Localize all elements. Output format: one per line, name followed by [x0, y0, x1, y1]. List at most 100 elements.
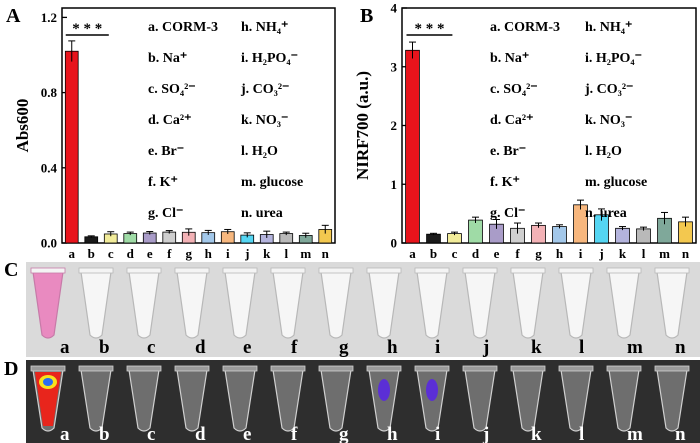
abs600-bar-f — [162, 231, 177, 244]
photo-d-tube-rim-m — [606, 365, 642, 372]
abs600-xtick-i: i — [226, 246, 230, 261]
photo-c-tube-rim-a — [30, 267, 66, 274]
photo-c-tube-h — [368, 271, 400, 339]
abs600-legend-item-f: f. K⁺ — [148, 175, 178, 190]
photo-c-tube-label-g: g — [339, 337, 349, 358]
nirf700-significance-stars: * * * — [414, 21, 444, 37]
nirf700-bar-h — [552, 226, 567, 244]
nirf700-bar-a — [405, 49, 420, 244]
photo-d-tube-rim-b — [78, 365, 114, 372]
photo-c-tube-f — [272, 271, 304, 339]
nirf700-legend-item-l: l. H₂O — [585, 144, 622, 159]
nirf700-ytick-label: 2 — [391, 118, 398, 133]
abs600-ytick-label: 0.8 — [41, 85, 58, 100]
photo-c-tube-rim-e — [222, 267, 258, 274]
photo-d-tube-b — [80, 369, 112, 432]
abs600-ytick-label: 1.2 — [41, 10, 57, 25]
nirf700-legend-item-i: i. H₂PO₄⁻ — [585, 51, 642, 66]
abs600-xtick-m: m — [300, 246, 311, 261]
photo-d-tube-rim-n — [654, 365, 690, 372]
abs600-legend-item-l: l. H₂O — [241, 144, 278, 159]
photo-d-tube-label-d: d — [195, 424, 206, 443]
nirf700-xtick-f: f — [515, 246, 520, 261]
nirf700-xtick-e: e — [494, 246, 500, 261]
abs600-legend-item-e: e. Br⁻ — [148, 144, 184, 159]
nirf700-legend-item-k: k. NO₃⁻ — [585, 113, 632, 128]
photo-d-tube-c — [128, 369, 160, 432]
photo-c-tube-rim-f — [270, 267, 306, 274]
photo-c-background — [26, 262, 700, 357]
photo-c-tube-rim-j — [462, 267, 498, 274]
abs600-ylabel: Abs600 — [13, 99, 32, 153]
nirf700-legend-item-n: n. urea — [585, 206, 627, 221]
photo-d-fluorescence-purple-i — [426, 379, 438, 401]
photo-c-tube-i — [416, 271, 448, 339]
photo-d-tube-m — [608, 369, 640, 432]
photo-c-tube-label-n: n — [675, 337, 686, 358]
nirf700-bar-d — [468, 219, 483, 244]
abs600-xtick-n: n — [322, 246, 330, 261]
photo-d-tube-label-c: c — [147, 424, 155, 443]
photo-c-tube-b — [80, 271, 112, 339]
abs600-bar-a — [64, 50, 79, 244]
nirf700-xtick-d: d — [472, 246, 480, 261]
photo-c-tube-label-k: k — [531, 337, 542, 358]
nirf700-xtick-n: n — [682, 246, 690, 261]
photo-d-tube-label-h: h — [387, 424, 398, 443]
nirf700-xtick-h: h — [556, 246, 564, 261]
photo-c-tube-label-j: j — [482, 337, 489, 358]
photo-c-tube-label-f: f — [291, 337, 298, 358]
abs600-xtick-e: e — [147, 246, 153, 261]
chart-abs600: 0.0 0.4 0.8 1.2 Abs600 a b c d e f g h i j k l m n * * * a. … — [13, 7, 336, 261]
photo-c-tube-rim-c — [126, 267, 162, 274]
photo-d-tube-label-b: b — [99, 424, 110, 443]
photo-d-tube-rim-f — [270, 365, 306, 372]
photo-d-tube-label-n: n — [675, 424, 686, 443]
photo-c-tube-a — [32, 271, 64, 339]
panel-letter-c: C — [4, 259, 18, 281]
abs600-legend-item-k: k. NO₃⁻ — [241, 113, 288, 128]
abs600-xtick-f: f — [167, 246, 172, 261]
nirf700-legend-item-d: d. Ca²⁺ — [490, 113, 533, 128]
photo-d-tube-label-e: e — [243, 424, 251, 443]
abs600-xtick-h: h — [205, 246, 213, 261]
photo-c-tube-rim-d — [174, 267, 210, 274]
photo-c-tube-label-a: a — [60, 337, 70, 358]
photo-d-tube-g — [320, 369, 352, 432]
nirf700-bar-b — [426, 233, 441, 244]
photo-d-tube-rim-g — [318, 365, 354, 372]
abs600-xtick-a: a — [69, 246, 76, 261]
photo-strip-c: a b c d e f g h i j k l m n — [26, 262, 700, 358]
nirf700-xtick-j: j — [598, 246, 603, 261]
abs600-legend-item-a: a. CORM-3 — [148, 20, 218, 35]
photo-d-tube-rim-j — [462, 365, 498, 372]
photo-c-tube-rim-n — [654, 267, 690, 274]
nirf700-legend-item-a: a. CORM-3 — [490, 20, 560, 35]
nirf700-xtick-m: m — [659, 246, 670, 261]
abs600-xtick-c: c — [108, 246, 114, 261]
photo-strip-d: a b c d e f g h i j k l m n — [26, 360, 700, 443]
photo-d-tube-rim-d — [174, 365, 210, 372]
photo-d-tube-rim-e — [222, 365, 258, 372]
photo-d-tube-j — [464, 369, 496, 432]
photo-d-tube-rim-l — [558, 365, 594, 372]
photo-c-tube-label-m: m — [627, 337, 643, 358]
nirf700-ytick-label: 0 — [391, 236, 398, 251]
photo-c-tube-label-e: e — [243, 337, 251, 358]
abs600-plot-frame — [61, 7, 336, 244]
photo-c-tube-rim-i — [414, 267, 450, 274]
photo-c-tube-m — [608, 271, 640, 339]
nirf700-legend-item-f: f. K⁺ — [490, 175, 520, 190]
photo-c-tube-rim-b — [78, 267, 114, 274]
panel-letter-a: A — [6, 5, 21, 27]
abs600-xtick-l: l — [284, 246, 288, 261]
photo-d-tube-label-i: i — [435, 424, 440, 443]
photo-d-tube-label-g: g — [339, 424, 349, 443]
abs600-legend-item-i: i. H₂PO₄⁻ — [241, 51, 298, 66]
photo-c-tube-label-c: c — [147, 337, 155, 358]
nirf700-ytick-label: 4 — [391, 1, 398, 16]
nirf700-bar-l — [636, 228, 651, 244]
abs600-xtick-j: j — [244, 246, 249, 261]
nirf700-legend-item-c: c. SO₄²⁻ — [490, 82, 538, 97]
